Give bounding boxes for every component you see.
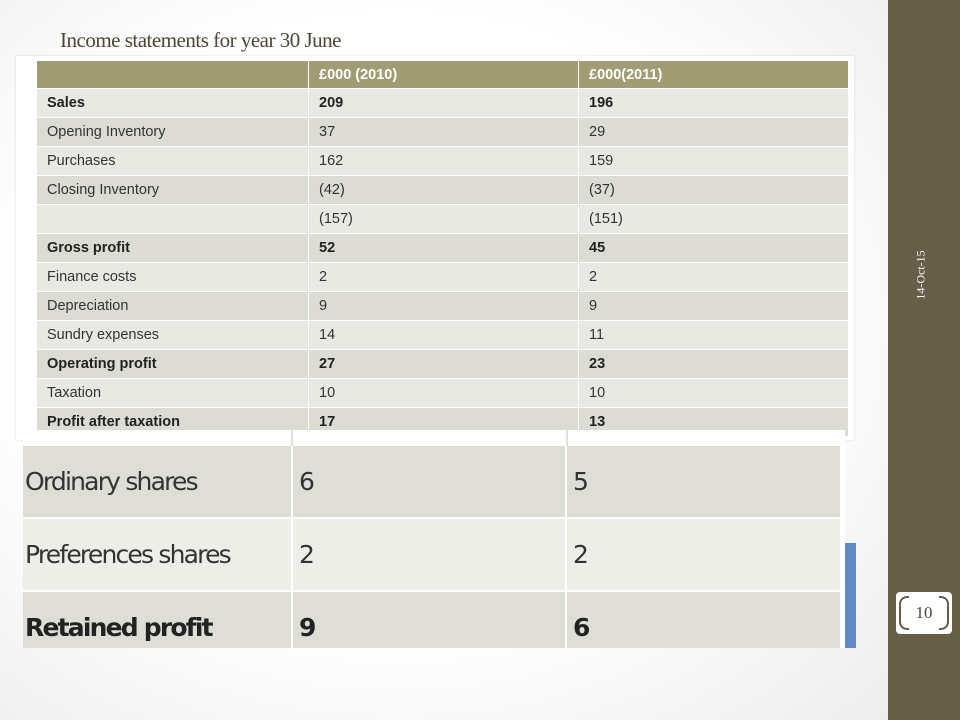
row-label: Gross profit <box>36 233 309 263</box>
row-label: Finance costs <box>36 262 309 292</box>
value-2011: 6 <box>566 591 842 648</box>
slide-title: Income statements for year 30 June <box>60 28 341 52</box>
value-2011: 2 <box>566 518 842 592</box>
value-2010: 9 <box>292 591 567 648</box>
row-label <box>36 204 309 234</box>
value-2010: 2 <box>308 262 579 292</box>
header-cell-2011: £000(2011) <box>578 60 849 89</box>
row-label: Purchases <box>36 146 309 176</box>
table-row: Finance costs 2 2 <box>36 262 849 292</box>
value-2011: 11 <box>578 320 849 350</box>
row-label: Operating profit <box>36 349 309 379</box>
row-label: Opening Inventory <box>36 117 309 147</box>
value-2011: (151) <box>578 204 849 234</box>
value-2010: 209 <box>308 88 579 118</box>
value-2011: 9 <box>578 291 849 321</box>
value-2010: 52 <box>308 233 579 263</box>
row-label: Sales <box>36 88 309 118</box>
row-label: Preferences shares <box>23 518 293 592</box>
slide-date: 14-Oct-15 <box>913 250 928 300</box>
table-row: (157) (151) <box>36 204 849 234</box>
table-top-gap <box>23 430 841 446</box>
value-2010: 10 <box>308 378 579 408</box>
row-label: Taxation <box>36 378 309 408</box>
table-header-row: £000 (2010) £000(2011) <box>36 60 849 89</box>
table-row: Purchases 162 159 <box>36 146 849 176</box>
value-2010: 9 <box>308 291 579 321</box>
table-row: Depreciation 9 9 <box>36 291 849 321</box>
appropriation-table-image: Ordinary shares 6 5 Preferences shares 2… <box>23 430 845 648</box>
value-2010: 6 <box>292 446 567 519</box>
income-statement-table-image: £000 (2010) £000(2011) Sales 209 196 Ope… <box>16 56 854 440</box>
table-row: Retained profit 9 6 <box>23 591 842 648</box>
value-2011: (37) <box>578 175 849 205</box>
header-cell-2010: £000 (2010) <box>308 60 579 89</box>
value-2011: 196 <box>578 88 849 118</box>
value-2010: 14 <box>308 320 579 350</box>
value-2011: 5 <box>566 446 842 519</box>
page-number: 10 <box>896 592 952 634</box>
value-2010: (42) <box>308 175 579 205</box>
value-2011: 2 <box>578 262 849 292</box>
value-2011: 159 <box>578 146 849 176</box>
table-row: Sales 209 196 <box>36 88 849 118</box>
value-2011: 29 <box>578 117 849 147</box>
page-number-text: 10 <box>915 603 933 622</box>
row-label: Ordinary shares <box>23 446 293 519</box>
header-cell-label <box>36 60 309 89</box>
table-row: Taxation 10 10 <box>36 378 849 408</box>
row-label: Depreciation <box>36 291 309 321</box>
value-2010: 37 <box>308 117 579 147</box>
value-2010: (157) <box>308 204 579 234</box>
table-row: Ordinary shares 6 5 <box>23 446 842 519</box>
table-row: Opening Inventory 37 29 <box>36 117 849 147</box>
table-row: Gross profit 52 45 <box>36 233 849 263</box>
row-label: Retained profit <box>23 591 293 648</box>
income-statement-table: £000 (2010) £000(2011) Sales 209 196 Ope… <box>36 60 849 437</box>
table-row: Closing Inventory (42) (37) <box>36 175 849 205</box>
value-2010: 27 <box>308 349 579 379</box>
table-row: Operating profit 27 23 <box>36 349 849 379</box>
value-2011: 45 <box>578 233 849 263</box>
value-2011: 10 <box>578 378 849 408</box>
row-label: Sundry expenses <box>36 320 309 350</box>
value-2010: 2 <box>292 518 567 592</box>
table-row: Sundry expenses 14 11 <box>36 320 849 350</box>
table-row: Preferences shares 2 2 <box>23 518 842 592</box>
appropriation-table: Ordinary shares 6 5 Preferences shares 2… <box>23 446 842 648</box>
value-2011: 23 <box>578 349 849 379</box>
value-2010: 162 <box>308 146 579 176</box>
row-label: Closing Inventory <box>36 175 309 205</box>
